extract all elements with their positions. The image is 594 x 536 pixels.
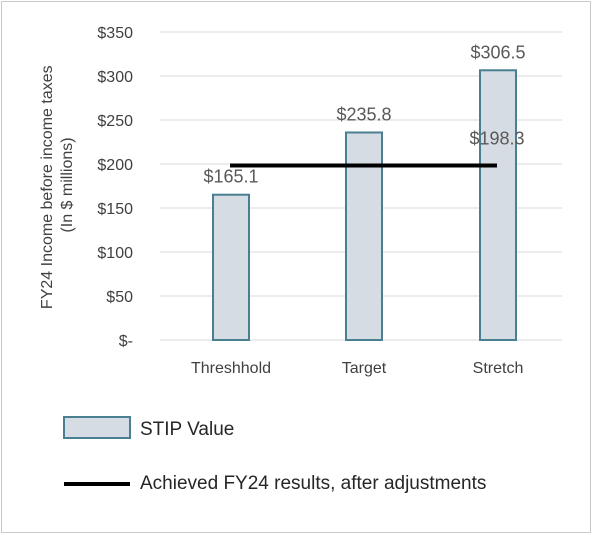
y-tick-label: $250 (97, 113, 133, 130)
y-axis-label: FY24 Income before income taxes (In $ mi… (39, 61, 76, 309)
achieved-line-group: $198.3 (230, 128, 525, 168)
x-category-label: Stretch (473, 360, 524, 377)
bar-value-label: $306.5 (470, 42, 525, 62)
y-axis-label-line1: FY24 Income before income taxes (39, 65, 56, 309)
bars (212, 69, 517, 341)
x-category-label: Threshhold (191, 360, 271, 377)
y-tick-label: $150 (97, 201, 133, 218)
y-axis-label-line2: (In $ millions) (59, 137, 76, 232)
bar-threshhold (212, 193, 250, 341)
y-tick-label: $50 (106, 289, 133, 306)
y-tick-label: $200 (97, 157, 133, 174)
bar-value-label: $165.1 (203, 167, 258, 187)
y-tick-label: $350 (97, 25, 133, 42)
legend-line-label: Achieved FY24 results, after adjustments (140, 473, 486, 494)
y-tick-label: $100 (97, 245, 133, 262)
legend-bar-label: STIP Value (140, 419, 234, 440)
bar-stretch (479, 69, 517, 341)
legend-bar-swatch (63, 416, 131, 439)
x-category-label: Target (342, 360, 387, 377)
y-tick-label: $- (119, 333, 133, 350)
bar-value-label: $235.8 (336, 104, 391, 124)
x-axis-categories: Threshhold Target Stretch (191, 360, 523, 377)
data-labels: $165.1 $235.8 $306.5 (203, 42, 525, 186)
achieved-line-label: $198.3 (469, 128, 524, 148)
y-tick-label: $300 (97, 69, 133, 86)
y-axis-ticks: $- $50 $100 $150 $200 $250 $300 $350 (97, 25, 133, 350)
